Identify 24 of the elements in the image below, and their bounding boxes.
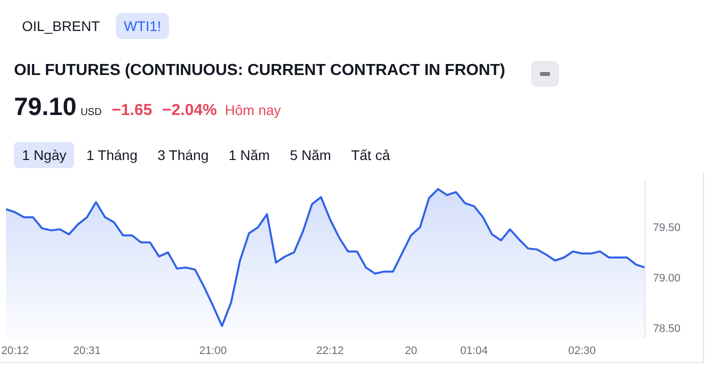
- y-tick-label: 78.50: [653, 322, 681, 335]
- y-tick-label: 79.00: [653, 272, 681, 285]
- x-tick-label: 01:04: [460, 344, 488, 357]
- text: Hôm nay: [224, 102, 281, 118]
- text: 79.10: [14, 93, 77, 122]
- text: 1 Tháng: [85, 146, 138, 165]
- text: 3 Tháng: [156, 146, 210, 165]
- text: USD: [80, 107, 102, 118]
- x-tick-label: 22:12: [316, 344, 344, 357]
- text: WTI1!: [116, 13, 170, 39]
- x-tick-label: 02:30: [568, 344, 596, 357]
- text: 1 Ngày: [14, 142, 74, 168]
- text: 5 Năm: [288, 146, 332, 165]
- x-tick-label: 20:31: [73, 344, 101, 357]
- y-tick-label: 79.50: [653, 222, 681, 234]
- x-tick-label: 21:00: [199, 344, 227, 357]
- text: −2.04%: [162, 102, 217, 120]
- chart-title: OIL FUTURES (CONTINUOUS: CURRENT CONTRACT IN FRONT): [14, 62, 506, 80]
- text: 1 Năm: [228, 146, 271, 165]
- text: OIL_BRENT: [21, 17, 101, 36]
- text: −1.65: [112, 102, 152, 120]
- x-tick-label: 20:12: [1, 344, 29, 357]
- x-tick-label: 20: [404, 344, 418, 357]
- text: Tất cả: [350, 146, 391, 165]
